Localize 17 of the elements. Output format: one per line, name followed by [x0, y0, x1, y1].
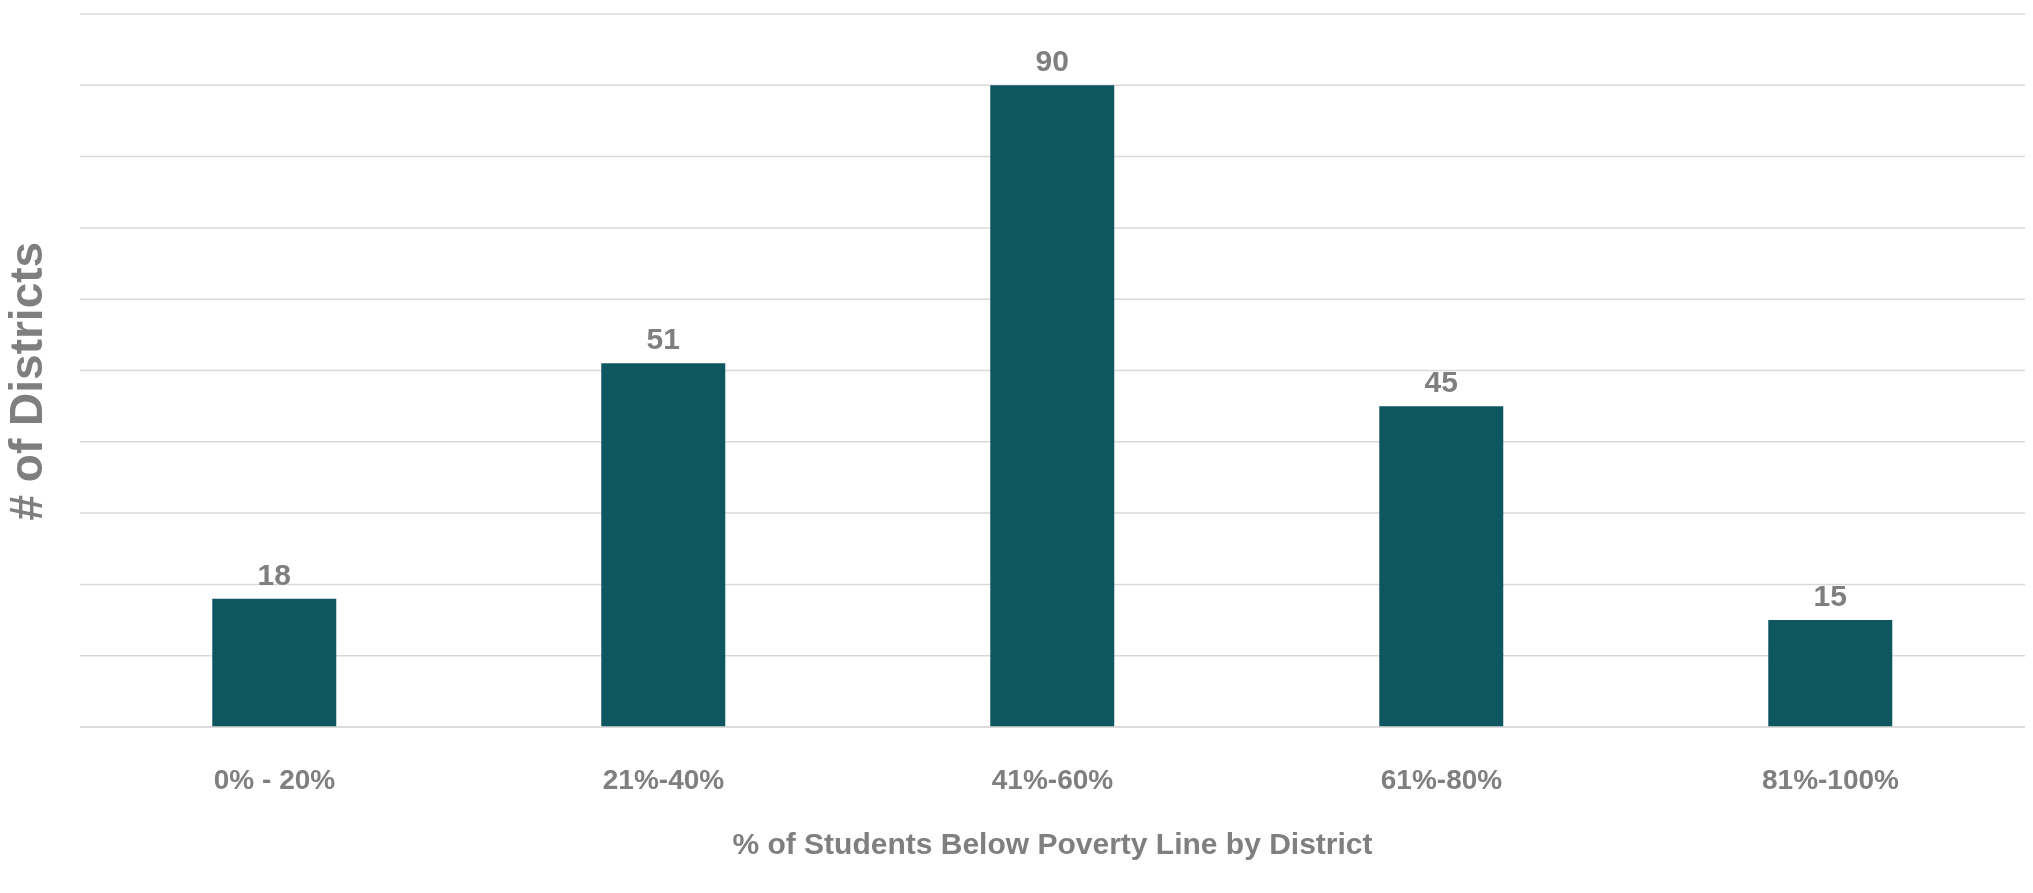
x-tick-label: 61%-80%	[1380, 763, 1503, 795]
data-label: 45	[1424, 365, 1458, 399]
x-axis-title: % of Students Below Poverty Line by District	[731, 827, 1374, 861]
x-tick-label: 0% - 20%	[213, 763, 336, 795]
bar	[601, 363, 726, 727]
y-axis-title: # of Districts	[0, 241, 53, 521]
bar	[1768, 620, 1893, 727]
data-label: 90	[1035, 44, 1069, 78]
bar	[990, 85, 1115, 727]
data-label: 51	[646, 322, 680, 356]
data-label: 18	[257, 557, 291, 591]
data-label: 15	[1813, 579, 1847, 613]
x-tick-label: 21%-40%	[602, 763, 725, 795]
x-tick-label: 81%-100%	[1762, 763, 1900, 795]
bar	[1379, 406, 1504, 727]
bar	[212, 598, 337, 727]
x-tick-label: 41%-60%	[991, 763, 1114, 795]
